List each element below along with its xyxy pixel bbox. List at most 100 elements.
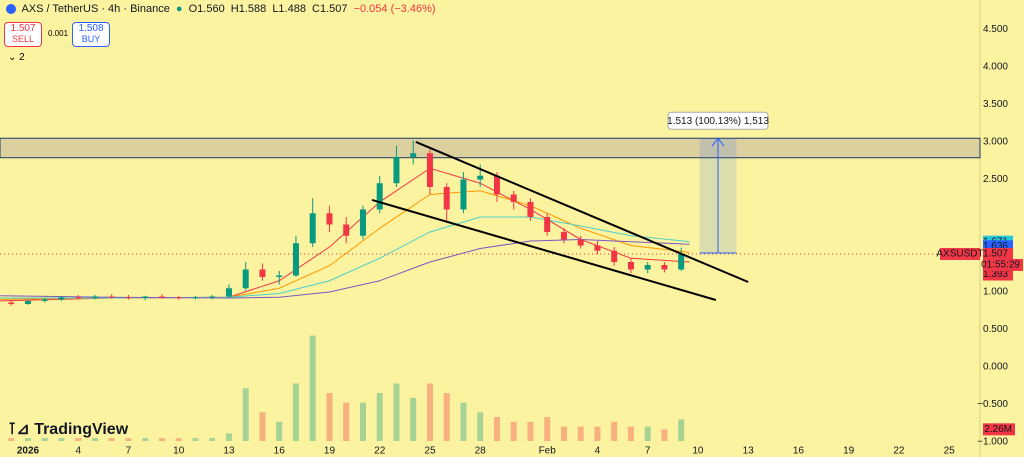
volume-bar — [41, 438, 48, 441]
y-tick-label: 2.500 — [983, 174, 1008, 185]
volume-bar — [326, 393, 333, 441]
volume-bar — [560, 426, 567, 441]
x-tick-label: 22 — [374, 446, 386, 457]
close: C1.507 — [312, 3, 348, 15]
volume-bar — [209, 438, 216, 441]
x-tick-label: 10 — [173, 446, 185, 457]
x-tick-label: Feb — [539, 446, 557, 457]
ticker-label: AXSUSDT — [936, 249, 983, 260]
x-tick-label: 28 — [475, 446, 487, 457]
volume-bar — [192, 438, 199, 441]
y-tick-label: 3.000 — [983, 137, 1008, 148]
volume-bar — [142, 438, 149, 441]
x-tick-label: 19 — [324, 446, 336, 457]
sell-price: 1.507 — [10, 23, 36, 34]
volume-bar — [661, 429, 668, 441]
y-tick-label: −0.500 — [977, 399, 1008, 410]
x-tick-label: 13 — [223, 446, 235, 457]
candle-body — [343, 224, 350, 236]
volume-bar — [510, 421, 517, 441]
volume-bar — [611, 421, 618, 441]
volume-bar — [493, 417, 500, 441]
volume-bar — [577, 426, 584, 441]
spread: 0.001 — [48, 29, 69, 38]
price-label: 1.507 — [983, 249, 1008, 260]
volume-bar — [359, 402, 366, 441]
volume-bar — [426, 383, 433, 441]
volume-bar — [544, 417, 551, 441]
candle-body — [393, 156, 400, 184]
candle-body — [158, 296, 165, 298]
x-tick-label: 7 — [645, 446, 651, 457]
x-tick-label: 16 — [274, 446, 286, 457]
volume-bar — [292, 383, 299, 441]
trendline — [415, 141, 749, 283]
y-tick-label: 3.500 — [983, 99, 1008, 110]
candle-body — [627, 261, 634, 270]
candle-body — [259, 269, 266, 277]
candle-body — [58, 297, 65, 300]
candle-body — [359, 209, 366, 236]
y-tick-label: 1.000 — [983, 287, 1008, 298]
volume-bar — [91, 438, 98, 441]
volume-bar — [443, 393, 450, 441]
buy-button[interactable]: 1.508 BUY — [72, 22, 110, 47]
change: −0.054 (−3.46%) — [353, 3, 436, 15]
ticker-bg — [940, 247, 980, 260]
volume-bar — [108, 438, 115, 441]
candle-body — [242, 269, 249, 289]
logo-text: TradingView — [34, 421, 129, 438]
candle-body — [108, 296, 115, 298]
trendline — [371, 199, 717, 301]
symbol-icon — [6, 4, 16, 15]
low: L1.488 — [272, 3, 306, 15]
open: O1.560 — [188, 3, 225, 15]
x-tick-label: 22 — [893, 446, 905, 457]
measure-label-bg — [667, 111, 769, 130]
candle-body — [527, 201, 534, 217]
candle-body — [577, 239, 584, 246]
x-tick-label: 4 — [595, 446, 601, 457]
candle-body — [276, 275, 283, 277]
logo-mark: ⊺⊿ — [8, 421, 35, 438]
candle-body — [644, 264, 651, 270]
x-tick-label: 16 — [793, 446, 805, 457]
x-tick-label: 10 — [692, 446, 704, 457]
symbol[interactable]: AXS / TetherUS · 4h · Binance — [21, 3, 170, 15]
volume-bar — [460, 402, 467, 441]
candle-body — [225, 288, 232, 297]
volume-bar — [24, 438, 31, 441]
candle-body — [460, 179, 467, 210]
x-tick-label: 13 — [743, 446, 755, 457]
volume-label: 2.26M — [984, 424, 1012, 435]
volume-bar — [58, 438, 65, 441]
candle-body — [75, 297, 82, 299]
y-tick-label: 4.000 — [983, 62, 1008, 73]
y-tick-label: 0.000 — [983, 362, 1008, 373]
indicators-toggle[interactable]: ⌄ 2 — [8, 52, 25, 63]
volume-label-bg — [983, 423, 1015, 436]
x-tick-label: 4 — [75, 446, 81, 457]
x-tick-label: 25 — [424, 446, 436, 457]
candle-body — [209, 296, 216, 298]
volume-bar — [393, 383, 400, 441]
candle-body — [594, 245, 601, 251]
volume-bar — [309, 335, 316, 441]
sell-label: SELL — [11, 34, 35, 44]
candle-body — [175, 297, 182, 299]
candle-body — [477, 175, 484, 180]
volume-bar — [410, 397, 417, 441]
candle-body — [510, 194, 517, 202]
volume-bar — [594, 426, 601, 441]
countdown-bg — [983, 258, 1023, 271]
sell-button[interactable]: 1.507 SELL — [4, 22, 42, 47]
volume-bar — [175, 438, 182, 441]
high: H1.588 — [230, 3, 267, 15]
volume-bar — [259, 412, 266, 441]
dot: ● — [175, 3, 183, 15]
indicator-count: 2 — [19, 52, 25, 63]
measure-arrowhead — [711, 137, 725, 147]
volume-bar — [644, 426, 651, 441]
volume-bar — [125, 438, 132, 441]
